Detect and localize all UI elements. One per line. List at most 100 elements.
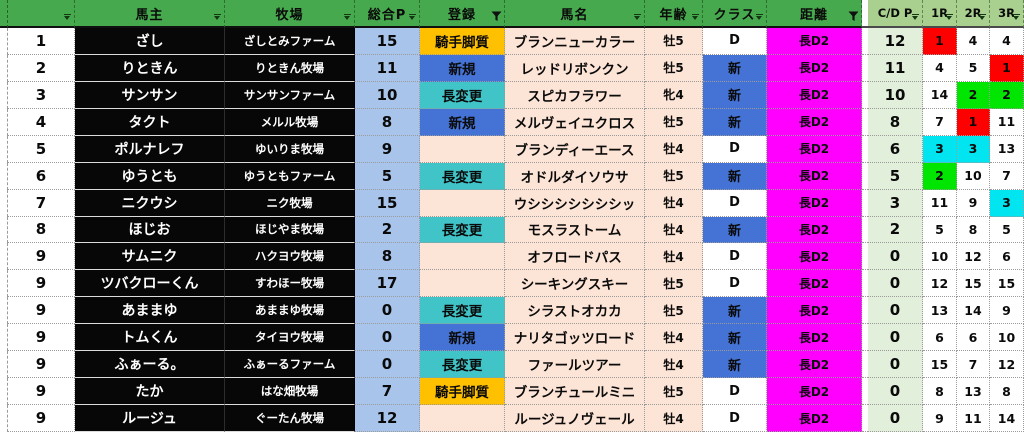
age-cell[interactable]: 牡4 bbox=[645, 405, 703, 432]
filter-dropdown-icon[interactable] bbox=[976, 11, 988, 23]
owner-cell[interactable]: ルージュ bbox=[75, 405, 225, 432]
filter-dropdown-icon[interactable] bbox=[909, 11, 921, 23]
row-number-cell[interactable]: 9 bbox=[8, 243, 75, 271]
r1-cell[interactable]: 11 bbox=[923, 189, 957, 217]
cd-p-cell[interactable]: 5 bbox=[868, 162, 923, 190]
r3-cell[interactable]: 8 bbox=[990, 378, 1024, 406]
total-p-cell[interactable]: 0 bbox=[355, 324, 420, 352]
entry-cell[interactable]: 新規 bbox=[420, 54, 505, 82]
owner-cell[interactable]: ほじお bbox=[75, 216, 225, 244]
horse-name-cell[interactable]: オフロードパス bbox=[505, 243, 645, 271]
horse-name-cell[interactable]: ルージュノヴェール bbox=[505, 405, 645, 432]
r1-cell[interactable]: 6 bbox=[923, 324, 957, 352]
entry-cell[interactable]: 新規 bbox=[420, 108, 505, 136]
entry-cell[interactable]: 長変更 bbox=[420, 216, 505, 244]
age-cell[interactable]: 牡4 bbox=[645, 189, 703, 217]
r1-cell[interactable]: 14 bbox=[923, 81, 957, 109]
total-p-cell[interactable]: 12 bbox=[355, 405, 420, 432]
r3-cell[interactable]: 4 bbox=[990, 28, 1024, 55]
owner-cell[interactable]: たか bbox=[75, 378, 225, 406]
filter-dropdown-icon[interactable] bbox=[1010, 11, 1022, 23]
filter-funnel-icon[interactable] bbox=[491, 11, 502, 22]
distance-cell[interactable]: 長D2 bbox=[767, 378, 862, 406]
filter-dropdown-icon[interactable] bbox=[406, 11, 418, 23]
column-header-class[interactable]: クラス bbox=[703, 0, 767, 28]
owner-cell[interactable]: サンサン bbox=[75, 81, 225, 109]
filter-dropdown-icon[interactable] bbox=[631, 11, 643, 23]
horse-name-cell[interactable]: ファールツアー bbox=[505, 351, 645, 379]
distance-cell[interactable]: 長D2 bbox=[767, 351, 862, 379]
entry-cell[interactable]: 長変更 bbox=[420, 162, 505, 190]
r3-cell[interactable]: 6 bbox=[990, 243, 1024, 271]
class-cell[interactable]: 新 bbox=[703, 297, 767, 325]
r3-cell[interactable]: 7 bbox=[990, 162, 1024, 190]
filter-funnel-icon[interactable] bbox=[848, 11, 859, 22]
r1-cell[interactable]: 3 bbox=[923, 135, 957, 163]
r1-cell[interactable]: 15 bbox=[923, 351, 957, 379]
r1-cell[interactable]: 1 bbox=[923, 28, 957, 55]
horse-name-cell[interactable]: スピカフラワー bbox=[505, 81, 645, 109]
filter-dropdown-icon[interactable] bbox=[943, 11, 955, 23]
row-number-cell[interactable]: 9 bbox=[8, 378, 75, 406]
r3-cell[interactable]: 14 bbox=[990, 405, 1024, 432]
r2-cell[interactable]: 9 bbox=[957, 189, 990, 217]
total-p-cell[interactable]: 0 bbox=[355, 297, 420, 325]
class-cell[interactable]: 新 bbox=[703, 324, 767, 352]
class-cell[interactable]: 新 bbox=[703, 351, 767, 379]
r2-cell[interactable]: 4 bbox=[957, 28, 990, 55]
owner-cell[interactable]: ツバクローくん bbox=[75, 270, 225, 298]
total-p-cell[interactable]: 7 bbox=[355, 378, 420, 406]
row-number-cell[interactable]: 9 bbox=[8, 324, 75, 352]
cd-p-cell[interactable]: 0 bbox=[868, 324, 923, 352]
class-cell[interactable]: 新 bbox=[703, 162, 767, 190]
column-header-owner[interactable]: 馬主 bbox=[75, 0, 225, 28]
age-cell[interactable]: 牡4 bbox=[645, 216, 703, 244]
total-p-cell[interactable]: 9 bbox=[355, 135, 420, 163]
horse-name-cell[interactable]: オドルダイソウサ bbox=[505, 162, 645, 190]
farm-cell[interactable]: ゆうともファーム bbox=[225, 162, 355, 190]
row-number-cell[interactable]: 7 bbox=[8, 189, 75, 217]
r3-cell[interactable]: 11 bbox=[990, 108, 1024, 136]
cd-p-cell[interactable]: 0 bbox=[868, 243, 923, 271]
distance-cell[interactable]: 長D2 bbox=[767, 270, 862, 298]
r2-cell[interactable]: 12 bbox=[957, 243, 990, 271]
owner-cell[interactable]: タクト bbox=[75, 108, 225, 136]
entry-cell[interactable]: 騎手脚質 bbox=[420, 378, 505, 406]
r3-cell[interactable]: 13 bbox=[990, 135, 1024, 163]
total-p-cell[interactable]: 8 bbox=[355, 243, 420, 271]
horse-name-cell[interactable]: ブランニューカラー bbox=[505, 28, 645, 55]
owner-cell[interactable]: りときん bbox=[75, 54, 225, 82]
class-cell[interactable]: D bbox=[703, 135, 767, 163]
horse-name-cell[interactable]: ブランチュールミニ bbox=[505, 378, 645, 406]
r3-cell[interactable]: 15 bbox=[990, 270, 1024, 298]
row-number-cell[interactable]: 4 bbox=[8, 108, 75, 136]
class-cell[interactable]: 新 bbox=[703, 81, 767, 109]
age-cell[interactable]: 牡5 bbox=[645, 54, 703, 82]
entry-cell[interactable]: 騎手脚質 bbox=[420, 28, 505, 55]
distance-cell[interactable]: 長D2 bbox=[767, 162, 862, 190]
r1-cell[interactable]: 13 bbox=[923, 297, 957, 325]
column-header-cd-p[interactable]: C/D P bbox=[868, 0, 923, 28]
owner-cell[interactable]: ポルナレフ bbox=[75, 135, 225, 163]
r1-cell[interactable]: 5 bbox=[923, 216, 957, 244]
r1-cell[interactable]: 8 bbox=[923, 378, 957, 406]
total-p-cell[interactable]: 11 bbox=[355, 54, 420, 82]
entry-cell[interactable] bbox=[420, 189, 505, 217]
class-cell[interactable]: 新 bbox=[703, 108, 767, 136]
total-p-cell[interactable]: 2 bbox=[355, 216, 420, 244]
column-header-r3[interactable]: 3R bbox=[990, 0, 1024, 28]
row-number-cell[interactable]: 9 bbox=[8, 297, 75, 325]
row-number-cell[interactable]: 1 bbox=[8, 28, 75, 55]
column-header-total-p[interactable]: 総合P bbox=[355, 0, 420, 28]
farm-cell[interactable]: りときん牧場 bbox=[225, 54, 355, 82]
r3-cell[interactable]: 9 bbox=[990, 297, 1024, 325]
class-cell[interactable]: 新 bbox=[703, 216, 767, 244]
age-cell[interactable]: 牡4 bbox=[645, 135, 703, 163]
entry-cell[interactable] bbox=[420, 243, 505, 271]
r3-cell[interactable]: 12 bbox=[990, 351, 1024, 379]
total-p-cell[interactable]: 15 bbox=[355, 28, 420, 55]
distance-cell[interactable]: 長D2 bbox=[767, 243, 862, 271]
column-header-entry[interactable]: 登録 bbox=[420, 0, 505, 28]
entry-cell[interactable]: 新規 bbox=[420, 324, 505, 352]
row-number-cell[interactable]: 2 bbox=[8, 54, 75, 82]
